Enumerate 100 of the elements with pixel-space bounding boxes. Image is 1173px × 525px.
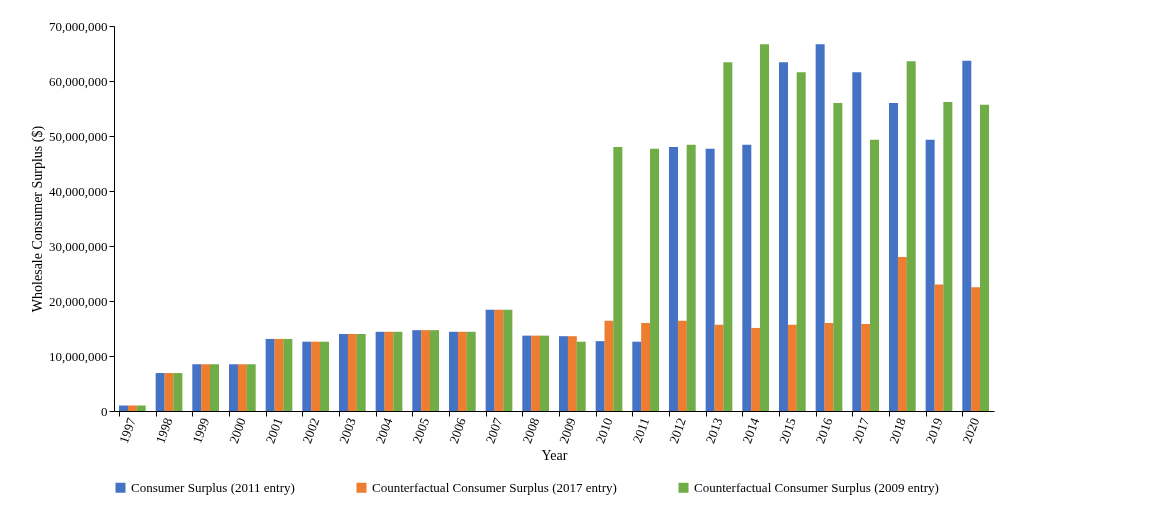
- bar: [833, 103, 843, 411]
- bar: [705, 148, 715, 411]
- bar: [173, 373, 183, 411]
- x-tick-label: 2015: [775, 415, 799, 446]
- y-tick-label: 60,000,000: [49, 73, 108, 89]
- x-tick-label: 1998: [152, 415, 176, 446]
- bar: [751, 327, 761, 411]
- bar: [742, 144, 752, 411]
- bar: [283, 338, 293, 411]
- bar: [943, 101, 953, 411]
- bar: [686, 144, 696, 411]
- x-tick-label: 2020: [959, 415, 983, 446]
- x-tick-label: 2017: [849, 415, 873, 446]
- bar: [558, 336, 568, 411]
- bar: [393, 331, 403, 411]
- legend-label: Counterfactual Consumer Surplus (2009 entry): [694, 479, 939, 495]
- bar: [796, 72, 806, 411]
- bar: [595, 341, 605, 411]
- bar: [531, 335, 541, 411]
- bar: [567, 336, 577, 411]
- bar: [852, 72, 862, 411]
- x-tick-label: 2001: [262, 415, 286, 446]
- bar: [870, 139, 880, 411]
- x-tick-label: 2013: [702, 415, 726, 446]
- y-tick-label: 0: [101, 403, 108, 419]
- bar: [861, 324, 871, 411]
- bar: [925, 139, 935, 411]
- y-axis-title: Wholesale Consumer Surplus ($): [30, 125, 46, 313]
- bar: [677, 320, 687, 411]
- bar: [228, 364, 238, 411]
- legend-label: Counterfactual Consumer Surplus (2017 entry): [372, 479, 617, 495]
- bar: [338, 334, 348, 411]
- bar: [897, 257, 907, 411]
- bar: [192, 364, 202, 411]
- x-tick-label: 2018: [885, 415, 909, 446]
- bar: [356, 334, 366, 411]
- bar: [155, 373, 165, 411]
- bar: [485, 309, 495, 411]
- x-tick-label: 2014: [739, 415, 763, 446]
- bar: [787, 324, 797, 411]
- bar: [522, 335, 532, 411]
- bar: [237, 364, 247, 411]
- bar: [430, 330, 440, 411]
- bar: [778, 62, 788, 411]
- bar: [457, 331, 467, 411]
- bar: [246, 364, 256, 411]
- bar: [118, 405, 128, 411]
- x-tick-label: 2008: [519, 415, 543, 446]
- x-tick-label: 2005: [409, 415, 433, 446]
- x-tick-label: 2000: [225, 415, 249, 446]
- y-tick-label: 30,000,000: [49, 238, 108, 254]
- bar: [302, 341, 312, 411]
- bar: [906, 61, 916, 411]
- x-tick-label: 2012: [665, 415, 689, 446]
- bar: [723, 62, 733, 411]
- bar: [210, 364, 220, 411]
- bar: [347, 334, 357, 411]
- bar: [503, 309, 513, 411]
- bar: [760, 44, 770, 411]
- y-tick-label: 50,000,000: [49, 128, 108, 144]
- x-tick-label: 2002: [299, 415, 323, 446]
- bar: [980, 104, 990, 411]
- bar: [540, 335, 550, 411]
- bar: [641, 323, 651, 411]
- bar: [632, 341, 642, 411]
- x-axis-title: Year: [541, 448, 568, 464]
- y-tick-label: 20,000,000: [49, 293, 108, 309]
- bar: [136, 405, 146, 411]
- y-tick-label: 10,000,000: [49, 348, 108, 364]
- bar: [971, 287, 981, 411]
- bar: [265, 338, 275, 411]
- bar: [412, 330, 422, 411]
- bar: [888, 103, 898, 411]
- bar: [201, 364, 211, 411]
- bar: [421, 330, 431, 411]
- bar: [962, 60, 972, 411]
- x-tick-label: 2007: [482, 415, 506, 446]
- bar: [576, 341, 586, 411]
- bar: [668, 147, 678, 411]
- bar: [466, 331, 476, 411]
- x-tick-label: 2016: [812, 415, 836, 446]
- bar: [375, 331, 385, 411]
- y-tick-label: 70,000,000: [49, 18, 108, 34]
- bar: [311, 341, 321, 411]
- bar: [320, 341, 330, 411]
- x-tick-label: 2009: [555, 415, 579, 446]
- x-tick-label: 2010: [592, 415, 616, 446]
- y-tick-label: 40,000,000: [49, 183, 108, 199]
- x-tick-label: 1999: [189, 415, 213, 446]
- bar: [650, 148, 660, 411]
- legend-label: Consumer Surplus (2011 entry): [131, 479, 295, 495]
- bar: [448, 331, 458, 411]
- x-tick-label: 2006: [445, 415, 470, 446]
- bar: [815, 44, 825, 411]
- x-tick-label: 2004: [372, 415, 396, 446]
- x-tick-label: 2003: [335, 415, 359, 446]
- x-tick-label: 2019: [922, 415, 946, 446]
- bar: [613, 147, 623, 411]
- x-tick-label: 2011: [629, 415, 653, 445]
- x-tick-label: 1997: [115, 415, 140, 446]
